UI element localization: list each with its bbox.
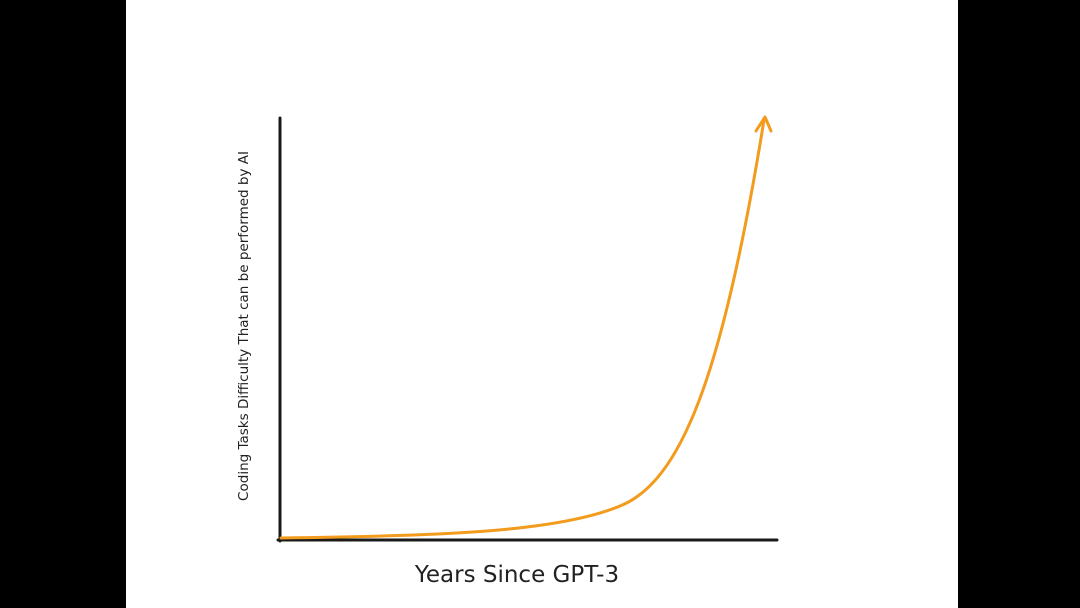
x-axis-label: Years Since GPT-3: [414, 562, 619, 588]
trend-arrowhead: [754, 115, 773, 133]
trend-curve: [279, 118, 766, 540]
canvas: [126, 0, 958, 608]
left-bar: [0, 0, 126, 608]
right-bar: [958, 0, 1080, 608]
y-axis-label: Coding Tasks Difficulty That can be perf…: [236, 151, 252, 501]
